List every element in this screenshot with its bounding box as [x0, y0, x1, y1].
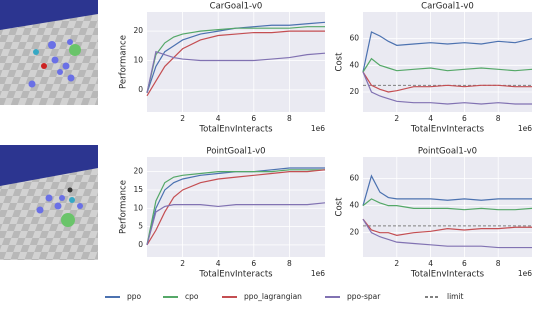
series-line — [362, 71, 532, 93]
x-offset-label: 1e6 — [311, 124, 325, 133]
y-tick-label: 40 — [349, 60, 359, 69]
x-tick-label: 2 — [180, 259, 185, 268]
legend-label: cpo — [185, 292, 199, 301]
series-line — [146, 202, 326, 246]
x-tick-label: 6 — [462, 259, 467, 268]
env-render-car — [0, 0, 98, 105]
series-line — [146, 21, 326, 94]
x-offset-label: 1e6 — [311, 269, 325, 278]
chart-title: CarGoal1-v0 — [421, 2, 474, 12]
x-axis-label: TotalEnvInteracts — [198, 270, 273, 280]
series-line — [362, 31, 533, 73]
y-tick-label: 0 — [138, 85, 143, 94]
subplot: 20 40 60 2 4 6 8 PointGoal1-v0 TotalEnvInteracts… — [335, 147, 533, 280]
x-tick-label: 4 — [428, 114, 433, 123]
x-tick-label: 6 — [462, 114, 467, 123]
x-tick-label: 8 — [496, 114, 501, 123]
x-tick-label: 6 — [251, 259, 256, 268]
series-line — [362, 174, 532, 206]
x-offset-label: 1e6 — [518, 124, 532, 133]
series-line — [362, 71, 532, 105]
y-axis-label: Performance — [119, 180, 129, 234]
x-tick-label: 8 — [287, 259, 292, 268]
legend-label: ppo_lagrangian — [244, 292, 302, 301]
y-tick-label: 20 — [349, 87, 359, 96]
series-line — [362, 218, 532, 236]
legend-label: limit — [447, 292, 464, 301]
x-axis-label: TotalEnvInteracts — [198, 125, 273, 135]
y-tick-label: 60 — [349, 174, 359, 183]
subplot: 20 40 60 2 4 6 8 CarGoal1-v0 TotalEnvInteracts 1e… — [335, 2, 533, 135]
y-tick-label: 20 — [133, 26, 143, 35]
x-tick-label: 4 — [216, 114, 221, 123]
x-tick-label: 4 — [428, 259, 433, 268]
legend-label: ppo — [127, 292, 142, 301]
x-axis-label: TotalEnvInteracts — [410, 270, 485, 280]
y-tick-label: 10 — [133, 203, 143, 212]
y-tick-label: 20 — [133, 167, 143, 176]
series-line — [362, 57, 533, 73]
y-tick-label: 40 — [349, 201, 359, 210]
x-tick-label: 8 — [496, 259, 501, 268]
legend: ppo cpo ppo_lagrangian ppo-spar limit — [105, 292, 464, 301]
series-line — [146, 167, 325, 246]
plot-background — [363, 157, 532, 257]
chart-title: PointGoal1-v0 — [206, 147, 265, 157]
y-axis-label: Cost — [335, 197, 345, 217]
series-line — [146, 169, 326, 246]
x-tick-label: 8 — [287, 114, 292, 123]
y-tick-label: 0 — [138, 240, 143, 249]
series-line — [362, 198, 533, 211]
series-line — [146, 30, 325, 97]
y-axis-label: Cost — [335, 52, 345, 72]
series-line — [362, 218, 532, 249]
y-tick-label: 10 — [133, 56, 143, 65]
subplot: 0 5 10 15 20 2 4 6 8 PointGoal1-v0 TotalEnvInterac… — [119, 147, 326, 280]
x-axis-label: TotalEnvInteracts — [410, 125, 485, 135]
subplot: 0 10 20 2 4 6 8 CarGoal1-v0 TotalEnvInteracts 1e6… — [119, 2, 326, 135]
series-line — [146, 169, 325, 246]
series-line — [146, 50, 326, 94]
x-offset-label: 1e6 — [518, 269, 532, 278]
y-axis-label: Performance — [119, 35, 129, 89]
plot-background — [363, 12, 532, 112]
env-render-point — [0, 145, 98, 260]
x-tick-label: 2 — [180, 114, 185, 123]
plot-background — [147, 157, 325, 257]
chart-title: CarGoal1-v0 — [210, 2, 263, 12]
y-tick-label: 20 — [349, 228, 359, 237]
x-tick-label: 4 — [216, 259, 221, 268]
series-line — [146, 26, 325, 94]
x-tick-label: 2 — [394, 114, 399, 123]
y-tick-label: 5 — [138, 222, 143, 231]
y-tick-label: 15 — [133, 185, 143, 194]
x-tick-label: 6 — [251, 114, 256, 123]
x-tick-label: 2 — [394, 259, 399, 268]
chart-title: PointGoal1-v0 — [418, 147, 477, 157]
y-tick-label: 60 — [349, 34, 359, 43]
legend-label: ppo-spar — [347, 292, 381, 301]
